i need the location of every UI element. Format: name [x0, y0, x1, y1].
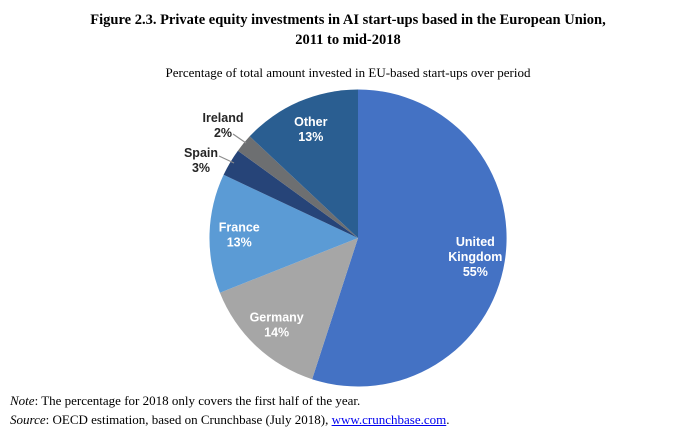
slice-label-germany: Germany 14% — [250, 311, 304, 340]
pie-slice-france — [209, 174, 358, 293]
pie-slice-ireland — [237, 136, 358, 238]
pie-slice-germany — [219, 238, 358, 380]
source-line: Source: OECD estimation, based on Crunch… — [10, 411, 688, 430]
figure-title-line2: 2011 to mid-2018 — [295, 32, 401, 48]
figure-title: Figure 2.3. Private equity investments i… — [0, 10, 696, 50]
pie-slice-other — [249, 89, 358, 239]
leader-line-spain — [218, 155, 235, 164]
note-line: Note: The percentage for 2018 only cover… — [10, 392, 688, 411]
figure-subtitle: Percentage of total amount invested in E… — [165, 65, 531, 80]
leader-line-ireland — [232, 133, 247, 144]
crunchbase-link[interactable]: www.crunchbase.com — [331, 411, 447, 427]
figure-title-line1: Figure 2.3. Private equity investments i… — [90, 12, 606, 28]
source-suffix: . — [446, 411, 450, 427]
note-text: : The percentage for 2018 only covers th… — [34, 393, 361, 408]
source-text: : OECD estimation, based on Crunchbase (… — [45, 411, 332, 427]
slice-label-united-kingdom: United Kingdom 55% — [448, 235, 502, 279]
slice-label-spain: Spain 3% — [184, 146, 218, 175]
note-label: Note — [10, 393, 35, 408]
slice-label-ireland: Ireland 2% — [203, 111, 244, 140]
slice-label-france: France 13% — [219, 220, 260, 249]
source-label: Source — [10, 411, 46, 427]
pie-slice-united-kingdom — [312, 89, 507, 387]
slice-label-other: Other 13% — [294, 115, 327, 144]
figure-notes: Note: The percentage for 2018 only cover… — [10, 392, 688, 429]
pie-slice-spain — [223, 150, 358, 238]
